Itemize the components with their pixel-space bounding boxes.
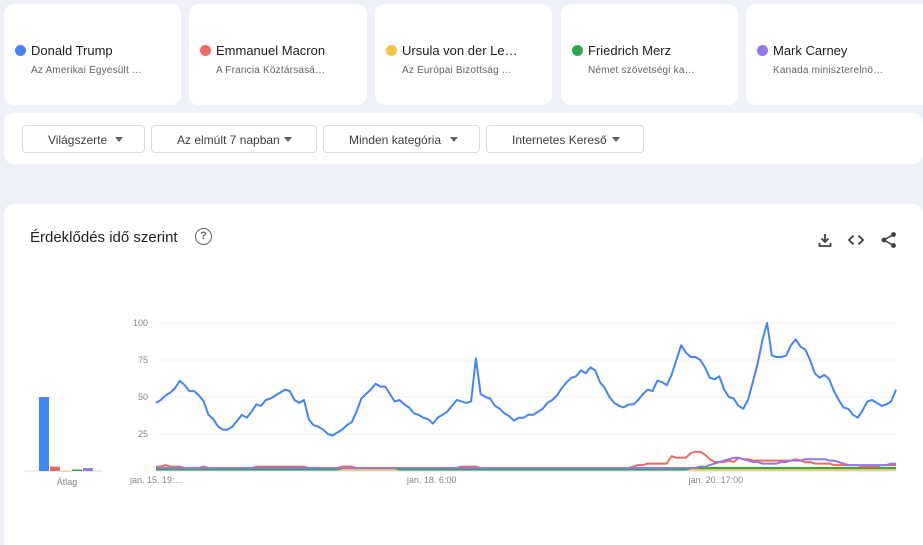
search-terms-row: Donald Trump Az Amerikai Egyesült … Emma… xyxy=(0,0,923,110)
interest-chart: 25 50 75 100 jan. 15. 19:… jan. 18. 6:00 jan. … xyxy=(24,318,897,487)
x-tick-label: jan. 20. 17:00 xyxy=(688,475,744,485)
download-icon[interactable] xyxy=(816,231,834,249)
caret-down-icon xyxy=(115,137,123,142)
term-card-friedrich-merz[interactable]: Friedrich Merz Német szövetségi ka… xyxy=(561,4,738,105)
average-bar xyxy=(83,468,93,471)
term-subtitle: Kanada miniszterelnö… xyxy=(773,65,884,76)
term-card-donald-trump[interactable]: Donald Trump Az Amerikai Egyesült … xyxy=(4,4,181,105)
average-bars xyxy=(24,397,102,472)
average-bar xyxy=(50,466,60,471)
search-type-dropdown[interactable]: Internetes Kereső xyxy=(486,125,644,153)
dropdown-label: Internetes Kereső xyxy=(512,133,607,147)
term-subtitle: Az Európai Bizottság … xyxy=(402,65,513,76)
average-bar xyxy=(39,397,49,471)
x-tick-label: jan. 15. 19:… xyxy=(129,475,184,485)
series-color-dot xyxy=(15,45,26,56)
series-lines xyxy=(155,322,897,471)
term-name: Friedrich Merz xyxy=(588,43,672,58)
y-tick-label: 75 xyxy=(138,355,148,365)
time-range-dropdown[interactable]: Az elmúlt 7 napban xyxy=(151,125,317,153)
series-line xyxy=(156,450,896,469)
term-card-ursula-von-der-leyen[interactable]: Ursula von der Le… Az Európai Bizottság … xyxy=(375,4,552,105)
average-bar xyxy=(61,471,71,472)
filters-bar: Világszerte Az elmúlt 7 napban Minden ka… xyxy=(4,113,923,164)
average-bar xyxy=(72,469,82,471)
series-color-dot xyxy=(572,45,583,56)
axis-labels: 25 50 75 100 jan. 15. 19:… jan. 18. 6:00 jan. … xyxy=(57,318,743,487)
series-color-dot xyxy=(200,45,211,56)
caret-down-icon xyxy=(450,137,458,142)
dropdown-label: Az elmúlt 7 napban xyxy=(177,133,280,147)
caret-down-icon xyxy=(284,137,292,142)
term-subtitle: Német szövetségi ka… xyxy=(588,65,695,76)
term-subtitle: A Francia Köztársasá… xyxy=(216,65,326,76)
dropdown-label: Világszerte xyxy=(48,133,108,147)
y-tick-label: 25 xyxy=(138,429,148,439)
term-name: Ursula von der Le… xyxy=(402,43,518,58)
card-title: Érdeklődés idő szerint xyxy=(30,229,178,246)
y-tick-label: 100 xyxy=(133,318,148,328)
term-card-mark-carney[interactable]: Mark Carney Kanada miniszterelnö… xyxy=(746,4,923,105)
category-dropdown[interactable]: Minden kategória xyxy=(323,125,480,153)
region-dropdown[interactable]: Világszerte xyxy=(22,125,145,153)
y-tick-label: 50 xyxy=(138,392,148,402)
interest-over-time-card: Érdeklődés idő szerint ? 25 50 75 100 jan. 1… xyxy=(4,204,923,545)
average-label: Átlag xyxy=(57,477,78,487)
series-line xyxy=(155,322,897,437)
embed-code-icon[interactable] xyxy=(847,231,865,249)
series-color-dot xyxy=(386,45,397,56)
caret-down-icon xyxy=(612,137,620,142)
series-color-dot xyxy=(757,45,768,56)
term-card-emmanuel-macron[interactable]: Emmanuel Macron A Francia Köztársasá… xyxy=(189,4,367,105)
dropdown-label: Minden kategória xyxy=(349,133,442,147)
gridlines xyxy=(156,322,896,472)
series-line xyxy=(156,456,896,469)
term-subtitle: Az Amerikai Egyesült … xyxy=(31,65,143,76)
series-line xyxy=(156,467,896,471)
help-circle-icon[interactable]: ? xyxy=(195,228,212,245)
share-icon[interactable] xyxy=(880,231,898,249)
x-tick-label: jan. 18. 6:00 xyxy=(406,475,457,485)
term-name: Donald Trump xyxy=(31,43,113,58)
term-name: Mark Carney xyxy=(773,43,848,58)
term-name: Emmanuel Macron xyxy=(216,43,326,58)
